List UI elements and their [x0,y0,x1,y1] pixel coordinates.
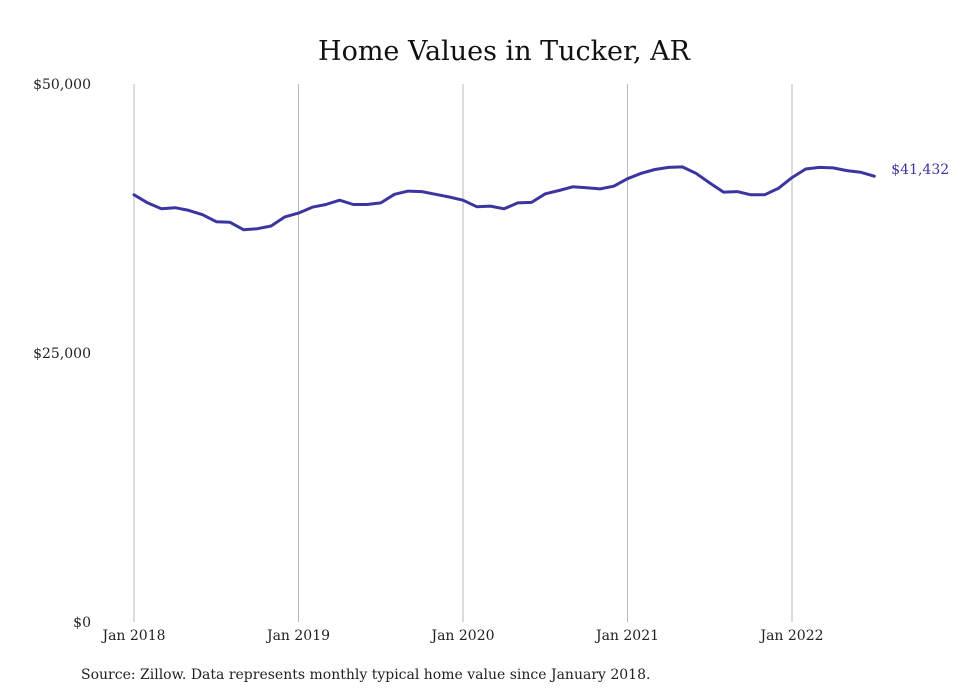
chart-title: Home Values in Tucker, AR [318,36,691,67]
source-note: Source: Zillow. Data represents monthly … [81,667,651,683]
y-tick-label: $50,000 [33,77,91,93]
x-tick-label: Jan 2021 [594,628,659,644]
end-value-label: $41,432 [891,162,949,178]
grid-lines [133,84,793,622]
y-tick-label: $0 [73,615,91,631]
x-tick-label: Jan 2022 [758,628,823,644]
x-axis-ticks: Jan 2018 Jan 2019 Jan 2020 Jan 2021 Jan 2022 [100,628,823,644]
y-tick-label: $25,000 [33,346,91,362]
end-label-layer: $41,432 [891,162,949,178]
series-line [132,165,876,232]
y-axis-ticks: $0 $25,000 $50,000 [33,77,91,631]
x-tick-label: Jan 2019 [265,628,330,644]
x-tick-label: Jan 2020 [429,628,494,644]
x-tick-label: Jan 2018 [100,628,165,644]
series-layer [132,165,876,232]
